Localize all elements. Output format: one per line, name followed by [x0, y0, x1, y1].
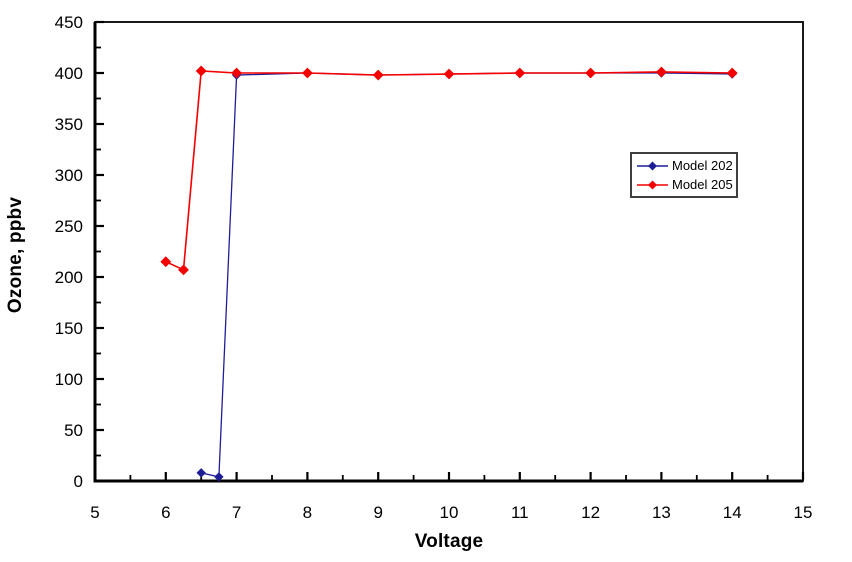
x-tick-label: 12: [581, 503, 600, 522]
legend-label: Model 202: [672, 158, 733, 173]
data-point-diamond-icon: [655, 66, 667, 78]
plot-border: [93, 21, 804, 483]
x-tick-labels: 5 6 7 8 9 10 11 12 13 14 15: [90, 503, 812, 522]
y-tick-label: 150: [55, 319, 83, 338]
data-point-diamond-icon: [196, 468, 206, 478]
legend-key-line-diamond-icon: [637, 180, 668, 189]
y-tick-label: 100: [55, 370, 83, 389]
y-tick-label: 50: [64, 421, 83, 440]
x-tick-label: 6: [161, 503, 170, 522]
legend-item-model-205: Model 205: [636, 177, 733, 192]
x-tick-label: 11: [511, 503, 529, 522]
series-model-205: [160, 65, 738, 276]
data-point-diamond-icon: [178, 264, 189, 276]
x-ticks: [93, 472, 805, 480]
y-axis-title: Ozone, ppbv: [5, 196, 26, 314]
x-tick-label: 5: [90, 503, 99, 522]
data-point-diamond-icon: [514, 67, 526, 79]
x-tick-label: 8: [303, 503, 312, 522]
x-tick-label: 9: [373, 503, 382, 522]
y-tick-label: 450: [55, 13, 83, 32]
legend-label: Model 205: [672, 177, 733, 192]
data-point-diamond-icon: [301, 67, 313, 79]
y-tick-label: 0: [74, 472, 83, 491]
legend-key-line-diamond-icon: [637, 161, 668, 170]
series-model-202: [196, 68, 737, 482]
data-point-diamond-icon: [160, 256, 172, 268]
data-point-diamond-icon: [726, 67, 738, 79]
y-tick-labels: 0 50 100 150 200 250 300 350 400 450: [55, 13, 83, 491]
y-tick-label: 350: [55, 115, 83, 134]
y-tick-label: 300: [55, 166, 83, 185]
y-tick-label: 400: [55, 64, 83, 83]
x-tick-label: 10: [440, 503, 459, 522]
data-point-diamond-icon: [231, 67, 243, 79]
x-tick-label: 7: [232, 503, 241, 522]
data-point-diamond-icon: [214, 472, 224, 482]
y-tick-label: 250: [55, 217, 83, 236]
legend-item-model-202: Model 202: [636, 158, 733, 173]
data-point-diamond-icon: [195, 65, 207, 77]
x-axis-title: Voltage: [414, 531, 484, 552]
x-tick-label: 13: [652, 503, 671, 522]
data-point-diamond-icon: [443, 68, 455, 80]
x-tick-label: 15: [794, 503, 813, 522]
data-point-diamond-icon: [372, 69, 384, 81]
y-ticks: [96, 20, 104, 483]
legend: Model 202 Model 205: [630, 152, 738, 198]
x-tick-label: 14: [723, 503, 742, 522]
y-tick-label: 200: [55, 268, 83, 287]
data-point-diamond-icon: [585, 67, 597, 79]
